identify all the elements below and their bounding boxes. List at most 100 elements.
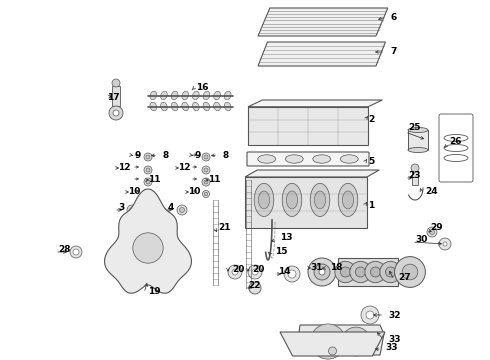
Circle shape (427, 227, 437, 237)
Circle shape (308, 258, 336, 286)
Polygon shape (245, 177, 367, 228)
Text: 19: 19 (148, 288, 161, 297)
Text: 1: 1 (368, 201, 374, 210)
Text: 32: 32 (388, 310, 400, 320)
Text: 18: 18 (330, 264, 343, 273)
Circle shape (284, 266, 300, 282)
Ellipse shape (150, 91, 157, 100)
Circle shape (228, 265, 242, 279)
Ellipse shape (193, 91, 199, 100)
Ellipse shape (343, 191, 354, 209)
Text: 15: 15 (275, 248, 288, 256)
Circle shape (386, 267, 395, 277)
Text: 12: 12 (178, 163, 191, 172)
Circle shape (204, 180, 208, 184)
Bar (412, 171, 418, 185)
Text: 33: 33 (388, 336, 400, 345)
Text: 11: 11 (148, 175, 161, 184)
Ellipse shape (182, 91, 189, 100)
Text: 6: 6 (390, 13, 396, 22)
Text: 2: 2 (368, 116, 374, 125)
FancyBboxPatch shape (247, 152, 369, 166)
Ellipse shape (171, 102, 178, 111)
Text: 33: 33 (385, 343, 397, 352)
Text: 10: 10 (188, 188, 200, 197)
Ellipse shape (286, 191, 297, 209)
Text: 24: 24 (425, 188, 438, 197)
Circle shape (73, 249, 79, 255)
Circle shape (202, 153, 210, 161)
Ellipse shape (258, 191, 270, 209)
Circle shape (439, 238, 451, 250)
Ellipse shape (315, 191, 325, 209)
Circle shape (145, 190, 151, 198)
Circle shape (146, 155, 150, 159)
Polygon shape (104, 189, 192, 293)
Text: 22: 22 (248, 280, 261, 289)
Text: 14: 14 (278, 267, 291, 276)
Text: 26: 26 (449, 138, 462, 147)
Polygon shape (258, 42, 386, 66)
Ellipse shape (254, 183, 274, 216)
Text: 23: 23 (408, 171, 420, 180)
Ellipse shape (224, 102, 231, 111)
Circle shape (202, 178, 210, 186)
Ellipse shape (408, 127, 428, 132)
Circle shape (202, 166, 210, 174)
Circle shape (70, 246, 82, 258)
Text: 28: 28 (58, 246, 71, 255)
Circle shape (335, 261, 356, 283)
Ellipse shape (182, 102, 189, 111)
Polygon shape (258, 8, 388, 36)
Text: 9: 9 (194, 150, 200, 159)
Polygon shape (296, 325, 384, 355)
Ellipse shape (214, 102, 220, 111)
Ellipse shape (171, 91, 178, 100)
Circle shape (361, 306, 379, 324)
Circle shape (350, 261, 371, 283)
Circle shape (370, 267, 381, 277)
Circle shape (341, 267, 350, 277)
Text: 20: 20 (252, 266, 265, 274)
Ellipse shape (193, 102, 199, 111)
Circle shape (328, 347, 337, 355)
Ellipse shape (203, 102, 210, 111)
Polygon shape (248, 100, 382, 107)
Polygon shape (248, 107, 368, 145)
Ellipse shape (313, 155, 331, 163)
Circle shape (394, 257, 425, 287)
Circle shape (146, 192, 150, 196)
Text: 16: 16 (196, 84, 209, 93)
Text: 8: 8 (222, 150, 228, 159)
Circle shape (380, 261, 401, 283)
Circle shape (248, 265, 262, 279)
Circle shape (252, 269, 258, 275)
Circle shape (411, 164, 419, 172)
Ellipse shape (338, 183, 358, 216)
Text: 30: 30 (415, 235, 427, 244)
Circle shape (355, 267, 366, 277)
Circle shape (127, 205, 137, 215)
Circle shape (129, 207, 134, 212)
Ellipse shape (408, 148, 428, 153)
Circle shape (365, 261, 386, 283)
Circle shape (402, 264, 418, 280)
Circle shape (133, 233, 163, 263)
Circle shape (430, 230, 435, 234)
Circle shape (249, 282, 261, 294)
Circle shape (204, 168, 208, 172)
Bar (408, 130, 428, 150)
Text: 12: 12 (118, 163, 130, 172)
Circle shape (144, 153, 152, 161)
Text: 17: 17 (107, 93, 120, 102)
Circle shape (146, 168, 150, 172)
Ellipse shape (161, 102, 167, 111)
Circle shape (146, 180, 150, 184)
Text: 20: 20 (232, 266, 245, 274)
Bar (112, 86, 120, 106)
Circle shape (204, 155, 208, 159)
Text: 3: 3 (118, 203, 124, 212)
Text: 7: 7 (390, 48, 396, 57)
Polygon shape (245, 170, 379, 177)
Text: 21: 21 (218, 224, 230, 233)
